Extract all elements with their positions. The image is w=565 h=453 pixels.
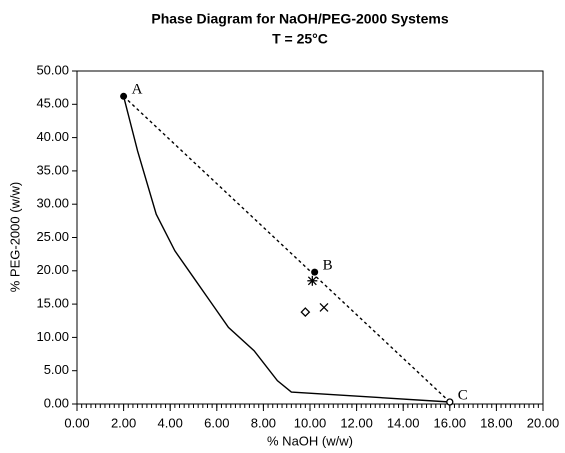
point-label: B — [323, 258, 333, 274]
stroke — [319, 302, 329, 312]
x-tick-label: 0.00 — [64, 415, 89, 430]
x-tick-label: 2.00 — [111, 415, 136, 430]
x-tick-label: 12.00 — [340, 415, 373, 430]
y-tick-label: 0.00 — [44, 395, 69, 410]
y-axis-label: % PEG-2000 (w/w) — [7, 182, 22, 293]
y-tick-label: 25.00 — [36, 229, 69, 244]
y-tick-label: 15.00 — [36, 296, 69, 311]
x-tick-label: 16.00 — [434, 415, 467, 430]
y-tick-label: 50.00 — [36, 62, 69, 77]
y-tick-label: 40.00 — [36, 129, 69, 144]
y-tick-label: 45.00 — [36, 96, 69, 111]
x-tick-label: 14.00 — [387, 415, 420, 430]
tie-line — [123, 95, 451, 403]
stroke — [307, 276, 317, 286]
open-dot — [446, 398, 454, 406]
x-tick-label: 8.00 — [251, 415, 276, 430]
x-axis-label: % NaOH (w/w) — [267, 433, 353, 448]
y-tick-label: 35.00 — [36, 162, 69, 177]
marker-asterisk — [307, 275, 318, 286]
marker-diamond — [300, 307, 311, 318]
marker-dot — [120, 92, 128, 100]
x-tick-label: 18.00 — [480, 415, 513, 430]
point-label: A — [132, 82, 143, 98]
chart-subtitle: T = 25°C — [272, 31, 328, 47]
x-tick-label: 4.00 — [158, 415, 183, 430]
y-tick-label: 10.00 — [36, 329, 69, 344]
dot — [120, 92, 128, 100]
marker-dot — [311, 268, 319, 276]
plot-frame — [76, 70, 544, 405]
dot — [311, 268, 319, 276]
marker-open — [446, 398, 454, 406]
diamond — [300, 307, 311, 318]
x-tick-label: 20.00 — [527, 415, 560, 430]
x-tick-label: 6.00 — [204, 415, 229, 430]
marker-cross — [319, 302, 329, 312]
x-tick-label: 10.00 — [294, 415, 327, 430]
y-tick-label: 20.00 — [36, 262, 69, 277]
point-label: C — [458, 387, 468, 403]
y-tick-label: 30.00 — [36, 196, 69, 211]
binodal-curve — [122, 96, 450, 403]
y-tick-label: 5.00 — [44, 362, 69, 377]
chart-title: Phase Diagram for NaOH/PEG-2000 Systems — [151, 11, 448, 27]
